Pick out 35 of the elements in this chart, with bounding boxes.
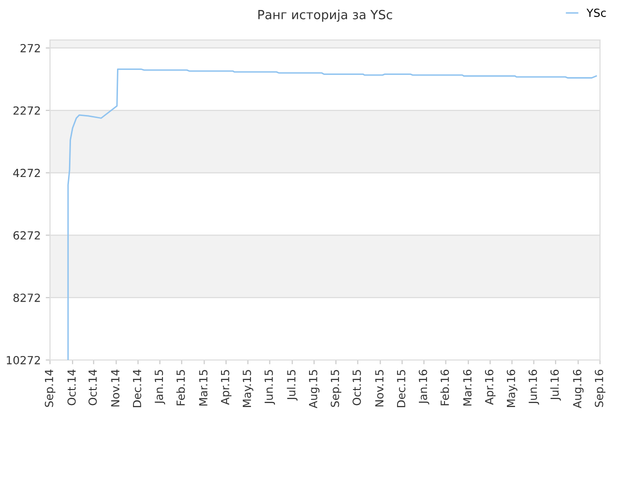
x-tick-label: Jun.15 (264, 370, 275, 405)
line-series (67, 68, 597, 360)
x-tick-label: Apr.16 (484, 370, 496, 405)
x-tick-label: Jan.16 (418, 370, 430, 404)
y-tick-label: 8272 (13, 294, 40, 302)
y-tick-label: 2272 (14, 106, 40, 115)
x-tick-label: Apr.15 (221, 370, 232, 405)
y-tick-label: 272 (20, 44, 40, 52)
x-tick-label: Aug.15 (309, 370, 320, 408)
x-tick-label: Feb.15 (176, 370, 185, 406)
x-tick-label: Oct.14 (88, 370, 97, 406)
x-tick-label: Dec.15 (397, 370, 406, 408)
y-tick-label: 4272 (13, 168, 40, 178)
x-tick-label: Aug.16 (573, 370, 584, 408)
x-tick-label: Nov.15 (375, 370, 384, 406)
x-tick-label: Dec.14 (132, 370, 142, 408)
x-tick-label: Jun.16 (528, 370, 540, 405)
x-tick-label: Mar.16 (463, 370, 472, 406)
x-tick-label: Oct.14 (67, 370, 76, 406)
chart-title: Ранг историја за YSc (258, 10, 392, 22)
x-tick-label: Jan.15 (154, 370, 166, 404)
x-tick-label: Jul.15 (286, 370, 298, 401)
x-tick-label: Jul.16 (550, 370, 561, 401)
y-tick-label: 6272 (13, 231, 40, 240)
y-tick-label: 10272 (6, 356, 40, 364)
legend-label: YSc (586, 8, 606, 17)
x-tick-label: May.16 (506, 370, 518, 407)
x-tick-label: Sep.15 (330, 370, 342, 407)
x-tick-label: Oct.15 (352, 370, 361, 406)
x-tick-label: Mar.15 (199, 370, 208, 406)
x-tick-label: May.15 (242, 370, 254, 407)
x-tick-label: Nov.14 (111, 370, 120, 406)
x-tick-label: Sep.16 (594, 370, 606, 407)
x-tick-label: Feb.16 (440, 370, 449, 406)
x-tick-label: Sep.14 (44, 370, 56, 407)
